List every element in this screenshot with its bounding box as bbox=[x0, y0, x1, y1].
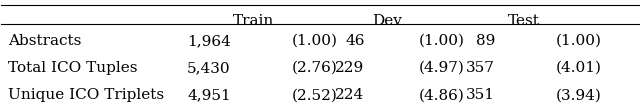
Text: (3.94): (3.94) bbox=[556, 88, 602, 102]
Text: Test: Test bbox=[508, 14, 540, 28]
Text: Abstracts: Abstracts bbox=[8, 34, 81, 48]
Text: Unique ICO Triplets: Unique ICO Triplets bbox=[8, 88, 164, 102]
Text: (1.00): (1.00) bbox=[291, 34, 337, 48]
Text: (1.00): (1.00) bbox=[419, 34, 465, 48]
Text: 224: 224 bbox=[335, 88, 365, 102]
Text: 351: 351 bbox=[466, 88, 495, 102]
Text: (4.86): (4.86) bbox=[419, 88, 465, 102]
Text: 89: 89 bbox=[476, 34, 495, 48]
Text: (2.52): (2.52) bbox=[291, 88, 337, 102]
Text: Total ICO Tuples: Total ICO Tuples bbox=[8, 61, 137, 75]
Text: 4,951: 4,951 bbox=[187, 88, 231, 102]
Text: 229: 229 bbox=[335, 61, 365, 75]
Text: (4.01): (4.01) bbox=[556, 61, 602, 75]
Text: Dev: Dev bbox=[372, 14, 402, 28]
Text: (1.00): (1.00) bbox=[556, 34, 602, 48]
Text: 357: 357 bbox=[467, 61, 495, 75]
Text: (2.76): (2.76) bbox=[291, 61, 337, 75]
Text: 1,964: 1,964 bbox=[187, 34, 231, 48]
Text: 46: 46 bbox=[345, 34, 365, 48]
Text: Train: Train bbox=[232, 14, 274, 28]
Text: (4.97): (4.97) bbox=[419, 61, 465, 75]
Text: 5,430: 5,430 bbox=[187, 61, 231, 75]
